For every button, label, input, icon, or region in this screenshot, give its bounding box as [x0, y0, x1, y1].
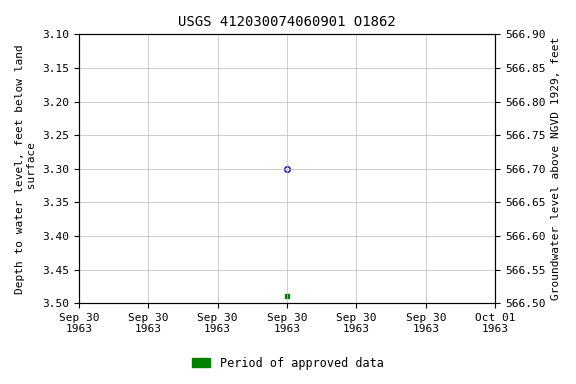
- Y-axis label: Groundwater level above NGVD 1929, feet: Groundwater level above NGVD 1929, feet: [551, 37, 561, 300]
- Y-axis label: Depth to water level, feet below land
 surface: Depth to water level, feet below land su…: [15, 44, 37, 294]
- Title: USGS 412030074060901 O1862: USGS 412030074060901 O1862: [178, 15, 396, 29]
- Legend: Period of approved data: Period of approved data: [188, 352, 388, 374]
